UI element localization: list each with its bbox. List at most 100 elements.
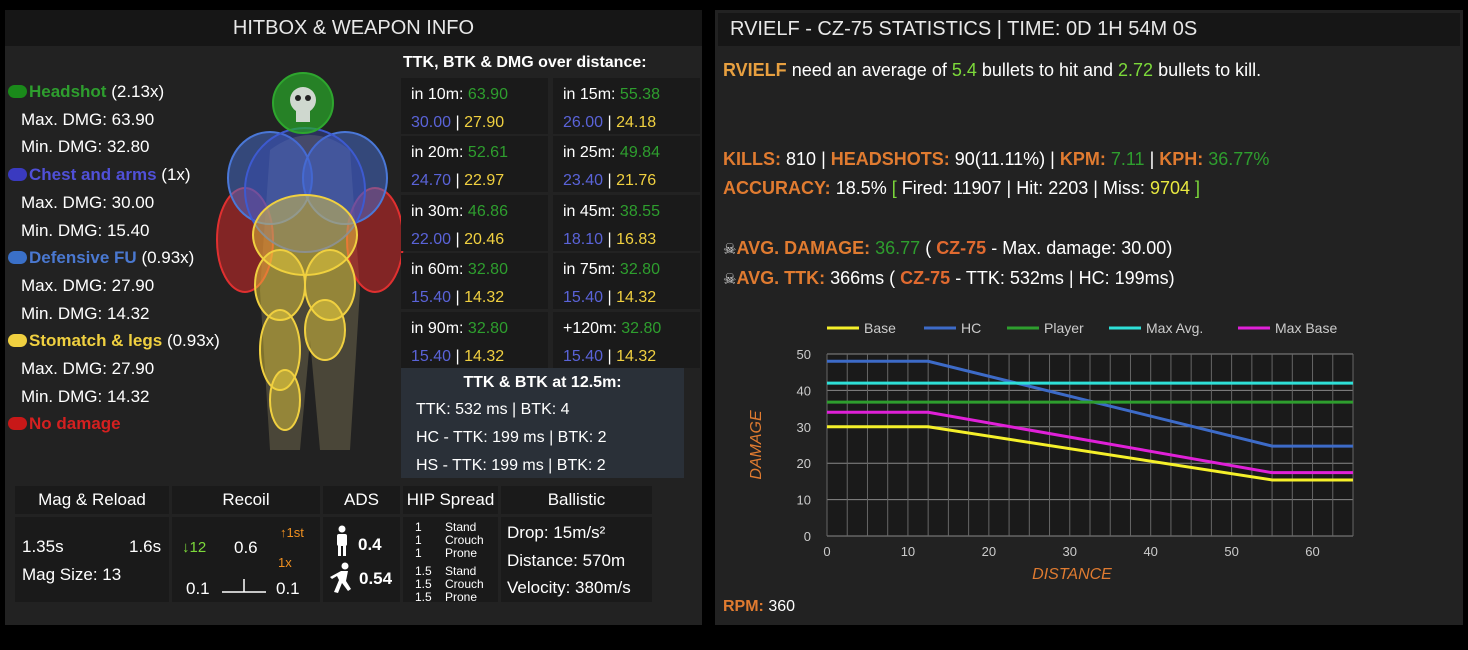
y-tick-label: 20 [797,456,811,471]
stats-header-recoil: Recoil [172,486,320,514]
mag-size: Mag Size: 13 [22,565,122,584]
distance-legs-dmg: 24.18 [616,114,657,131]
kpm-value: 7.11 [1110,149,1145,169]
accuracy-value: 18.5% [835,178,887,198]
ads-stand-value: 0.4 [358,535,382,554]
distance-legs-dmg: 14.32 [464,348,505,365]
zone-chest-mult: (1x) [161,165,191,185]
distance-headshot-dmg: 46.86 [467,203,508,220]
zone-headshot-min: Min. DMG: 32.80 [21,137,150,157]
running-person-icon [330,562,351,593]
reload-time-1: 1.35s [22,537,64,556]
distance-cell: in 10m: 63.90 30.00 | 27.90 [401,78,548,134]
hitbox-panel: HITBOX & WEAPON INFO Headshot (2.13x) Ma… [5,10,702,625]
kills-value: 810 [786,149,817,169]
miss-label: Miss: [1102,178,1145,198]
distance-label: in 60m: [411,261,464,278]
avg-ttk-label: AVG. TTK: [736,268,826,288]
hip-spread-stance: Stand [445,520,477,534]
zone-defensive: Defensive FU (0.93x) [8,244,220,272]
series-line-hc [827,359,1353,448]
stats-panel-title: RVIELF - CZ-75 STATISTICS | TIME: 0D 1H … [718,13,1460,46]
kills-label: KILLS: [723,149,781,169]
distance-headshot-dmg: 63.90 [467,86,508,103]
hip-spread-box: 1 Stand 1 Crouch 1 Prone 1.5 Stand 1.5 Crouch 1.5 P… [403,517,498,604]
distance-label: in 25m: [563,144,616,161]
hip-spread-value: 1.5 [415,564,432,578]
headshots-label: HEADSHOTS: [830,149,950,169]
x-tick-label: 60 [1305,544,1319,559]
damage-chart: 0 10 20 30 40 50 0 10 20 30 40 50 60 Base HC Player Max … [748,320,1354,583]
zone-stomach: Stomatch & legs (0.93x) [8,327,220,355]
avg-post-text: bullets to kill. [1158,60,1262,80]
ballistic-distance: Distance: 570m [507,551,626,570]
distance-cell: in 90m: 32.80 15.40 | 14.32 [401,312,548,368]
avg-damage-line: ☠​ AVG. DAMAGE: 36.77 ( CZ-75 - Max. dam… [723,238,1173,258]
distance-chest-dmg: 15.40 [563,289,604,306]
stats-panel: RVIELF - CZ-75 STATISTICS | TIME: 0D 1H … [715,10,1463,625]
x-tick-label: 10 [901,544,915,559]
recoil-vertical: ↓12 [182,539,207,556]
hitbox-legs-low-left [269,369,301,431]
zone-stomach-mult: (0.93x) [166,331,220,351]
zone-defensive-min: Min. DMG: 14.32 [21,303,150,323]
x-tick-label: 20 [982,544,996,559]
standing-person-icon [337,525,347,556]
hitbox-legs-mid-left [259,309,301,391]
stats-header-mag: Mag & Reload [15,486,169,514]
mag-reload-box: 1.35s 1.6s Mag Size: 13 [15,517,169,602]
accuracy-line: ACCURACY: 18.5% [ Fired: 11907 | Hit: 22… [723,178,1201,198]
zone-chest-name: Chest and arms [29,165,157,185]
bullets-to-hit: 5.4 [951,60,977,80]
avg-damage-value: 36.77 [875,238,921,258]
recoil-graph [222,579,266,593]
hitbox-legs-mid-right [304,299,346,361]
distance-label: in 30m: [411,203,464,220]
avg-damage-label: AVG. DAMAGE: [736,238,871,258]
legend-label: Player [1044,320,1084,336]
hip-spread-stance: Prone [445,590,478,604]
distance-cell: in 25m: 49.84 23.40 | 21.76 [553,136,700,192]
zone-headshot-max: Max. DMG: 63.90 [21,109,155,129]
hitbox-figure [216,72,404,450]
ttk-rest-text: - TTK: 532ms | HC: 199ms) [955,268,1175,288]
kph-label: KPH: [1159,149,1204,169]
legend-label: Max Avg. [1146,320,1203,336]
series-line-base [827,425,1353,482]
ballistic-box: Drop: 15m/s² Distance: 570m Velocity: 38… [501,517,652,602]
stats-header-hip: HIP Spread [403,486,498,514]
x-axis-label: DISTANCE [1032,566,1112,583]
zone-chest-min: Min. DMG: 15.40 [21,220,150,240]
hip-spread-stance: Crouch [445,533,484,547]
zone-headshot-name: Headshot [29,82,107,101]
ttk-125-line1: TTK: 532 ms | BTK: 4 [416,401,570,418]
distance-cell: +120m: 32.80 15.40 | 14.32 [553,312,700,368]
hip-spread-value: 1.5 [415,577,432,591]
distance-chest-dmg: 15.40 [411,289,452,306]
distance-cell: in 75m: 32.80 15.40 | 14.32 [553,253,700,309]
distance-label: in 20m: [411,144,464,161]
recoil-left: 0.1 [186,579,210,598]
miss-value: 9704 [1149,178,1190,198]
x-tick-label: 40 [1143,544,1157,559]
ads-box: 0.4 0.54 [323,517,400,602]
weapon-name-2: CZ-75 [900,268,951,288]
distance-headshot-dmg: 55.38 [619,86,660,103]
distance-legs-dmg: 14.32 [464,289,505,306]
hip-spread-stance: Crouch [445,577,484,591]
distance-cell: in 20m: 52.61 24.70 | 22.97 [401,136,548,192]
legend-label: Max Base [1275,320,1337,336]
distance-chest-dmg: 15.40 [411,348,452,365]
legend-label: Base [864,320,896,336]
y-tick-label: 40 [797,383,811,398]
rpm-line: RPM: 360 [723,598,795,616]
avg-ttk-line: ☠​ AVG. TTK: 366ms ( CZ-75 - TTK: 532ms … [723,268,1175,289]
distance-cell: in 45m: 38.55 18.10 | 16.83 [553,195,700,251]
distance-chest-dmg: 30.00 [411,114,452,131]
distance-legs-dmg: 20.46 [464,231,505,248]
player-name: RVIELF [723,60,787,80]
zone-chest: Chest and arms (1x) [8,161,220,189]
x-tick-label: 30 [1063,544,1077,559]
avg-mid-text: bullets to hit and [981,60,1113,80]
headshots-value: 90(11.11%) [954,149,1046,169]
